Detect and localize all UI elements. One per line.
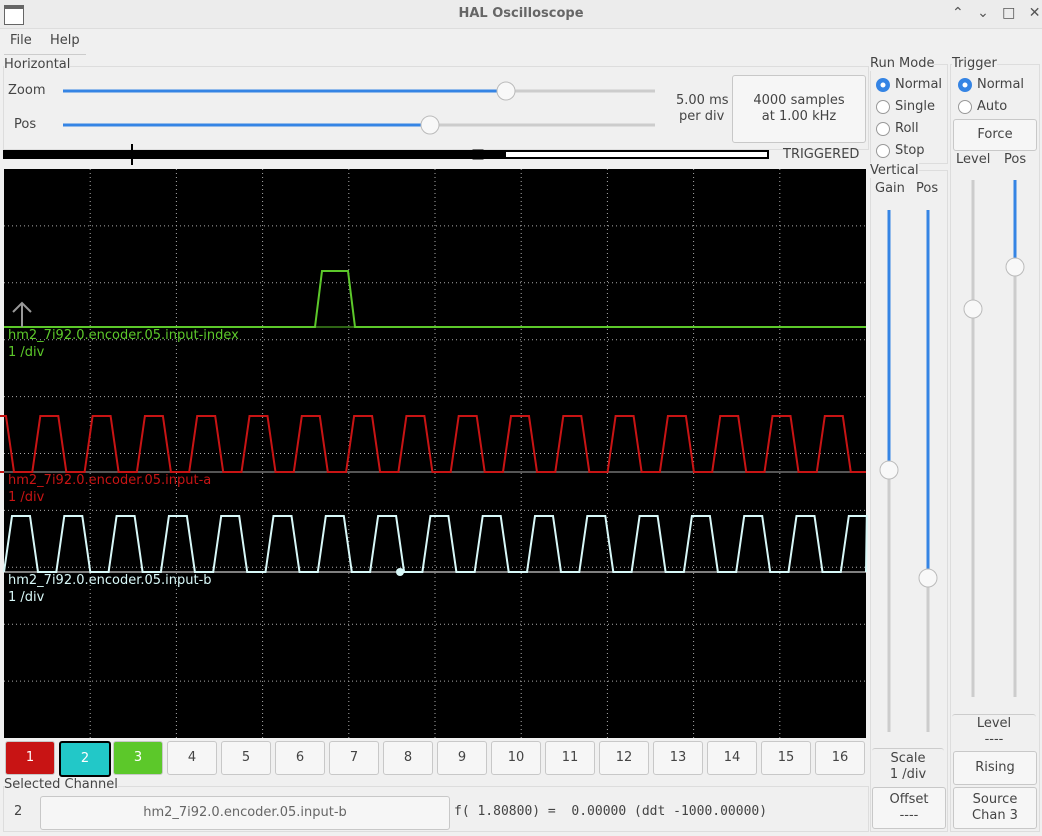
- trace: [0, 415, 866, 473]
- menu-item[interactable]: Help: [50, 33, 80, 48]
- channel-name-button[interactable]: hm2_7i92.0.encoder.05.input-b: [40, 796, 450, 830]
- tpos-label: Pos: [1004, 152, 1027, 167]
- vpos-label: Pos: [916, 181, 939, 196]
- radio-label[interactable]: Single: [895, 99, 935, 114]
- offset-button[interactable]: Offset ----: [872, 787, 946, 829]
- channel-button[interactable]: 3: [113, 741, 163, 775]
- level-label: Level: [956, 152, 991, 167]
- channel-button[interactable]: 13: [653, 741, 703, 775]
- zoom-label: Zoom: [8, 83, 46, 98]
- window-icon: [4, 5, 24, 25]
- trigger-arrow: [12, 301, 32, 327]
- gain-label: Gain: [875, 181, 905, 196]
- trace-name: hm2_7i92.0.encoder.05.input-b: [8, 573, 212, 588]
- trigger-status: TRIGGERED: [783, 147, 860, 162]
- source-button[interactable]: Source Chan 3: [953, 787, 1037, 829]
- level-box: Level ----: [952, 714, 1036, 749]
- scale-box: Scale 1 /div: [872, 748, 944, 785]
- window-controls[interactable]: ⌃ ⌄ □ ✕: [952, 5, 1041, 21]
- trace-name: hm2_7i92.0.encoder.05.input-a: [8, 473, 211, 488]
- menu-item[interactable]: File: [10, 33, 32, 48]
- pos-label: Pos: [14, 117, 37, 132]
- level-title: Level: [976, 716, 1012, 731]
- trace-scale: 1 /div: [8, 590, 45, 605]
- channel-button[interactable]: 8: [383, 741, 433, 775]
- trace-name: hm2_7i92.0.encoder.05.input-index: [8, 328, 239, 343]
- level-value: ----: [984, 732, 1004, 747]
- group-label: Horizontal: [4, 57, 71, 72]
- offset-label: Offset: [889, 792, 929, 807]
- channel-button[interactable]: 4: [167, 741, 217, 775]
- edge-button[interactable]: Rising: [953, 751, 1037, 785]
- group-label: Selected Channel: [4, 777, 118, 792]
- channel-button[interactable]: 5: [221, 741, 271, 775]
- channel-button[interactable]: 9: [437, 741, 487, 775]
- trace-scale: 1 /div: [8, 490, 45, 505]
- trace-scale: 1 /div: [8, 345, 45, 360]
- trace: [3, 515, 868, 573]
- radio-label[interactable]: Normal: [895, 77, 943, 92]
- force-button[interactable]: Force: [953, 119, 1037, 151]
- channel-button[interactable]: 16: [815, 741, 865, 775]
- rate: 5.00 ms: [676, 93, 729, 108]
- samples: 4000 samples: [753, 93, 845, 108]
- channel-button[interactable]: 7: [329, 741, 379, 775]
- radio-label[interactable]: Normal: [977, 77, 1025, 92]
- radio-label[interactable]: Roll: [895, 121, 919, 136]
- group-label: Vertical: [870, 163, 919, 178]
- radio-label[interactable]: Stop: [895, 143, 925, 158]
- channel-button[interactable]: 12: [599, 741, 649, 775]
- readout: f( 1.80800) = 0.00000 (ddt -1000.00000): [454, 804, 768, 819]
- window-title: HAL Oscilloscope: [458, 6, 584, 21]
- sample-rate: at 1.00 kHz: [761, 109, 837, 124]
- selected-group: [3, 786, 869, 832]
- channel-button[interactable]: 1: [5, 741, 55, 775]
- vertical-group: [870, 170, 948, 832]
- scale-value: 1 /div: [889, 767, 927, 782]
- position-bar-fill: [4, 151, 506, 158]
- radio-label[interactable]: Auto: [977, 99, 1008, 114]
- menu-bar: [4, 32, 86, 55]
- channel-button[interactable]: 14: [707, 741, 757, 775]
- rate-unit: per div: [679, 109, 725, 124]
- channel-button[interactable]: 2: [59, 741, 111, 777]
- channel-button[interactable]: 6: [275, 741, 325, 775]
- title-bar: [0, 0, 1042, 29]
- source-label: Source: [972, 792, 1018, 807]
- channel-button[interactable]: 10: [491, 741, 541, 775]
- window-marker: [472, 149, 484, 160]
- cursor-point: [396, 568, 404, 576]
- group-label: Trigger: [952, 56, 997, 71]
- trace: [4, 270, 866, 328]
- offset-value: ----: [899, 808, 919, 823]
- group-label: Run Mode: [870, 56, 935, 71]
- channel-number: 2: [14, 804, 23, 819]
- samples-button[interactable]: 4000 samples at 1.00 kHz: [732, 75, 866, 143]
- channel-button[interactable]: 11: [545, 741, 595, 775]
- position-bar: [3, 150, 769, 159]
- scale-label: Scale: [890, 751, 926, 766]
- horizontal-group: [3, 66, 869, 150]
- scope-screen: [4, 169, 866, 738]
- source-value: Chan 3: [972, 808, 1018, 823]
- channel-button[interactable]: 15: [761, 741, 811, 775]
